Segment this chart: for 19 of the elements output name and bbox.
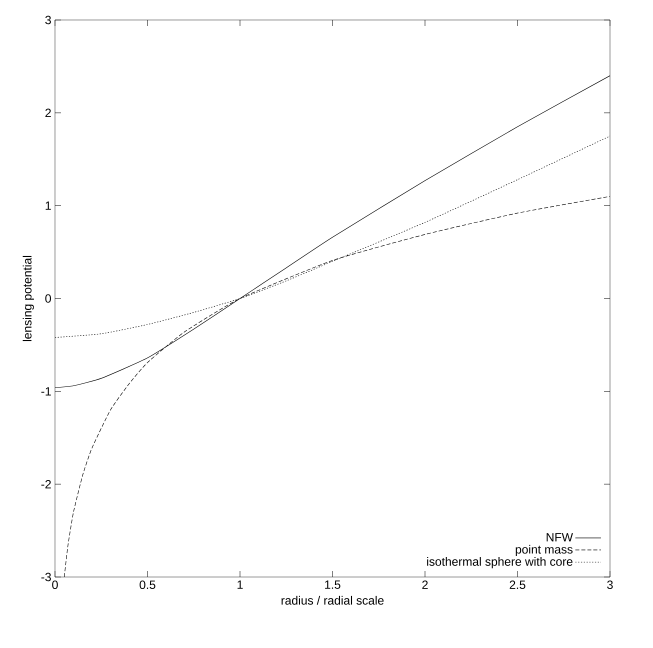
x-tick-label: 3 [607, 580, 613, 590]
x-tick-label: 2.5 [510, 580, 526, 590]
x-tick-label: 1.5 [325, 580, 340, 589]
y-tick-label: 2 [45, 108, 51, 118]
y-tick-label: -1 [41, 387, 51, 396]
legend-label: NFW [546, 533, 573, 542]
y-tick-label: -3 [41, 572, 51, 582]
y-tick-label: -2 [41, 480, 51, 488]
x-tick-label: 0.5 [140, 580, 156, 590]
y-axis-title: lensing potential [22, 256, 34, 342]
y-tick-label: 0 [45, 294, 52, 303]
x-axis-title: radius / radial scale [282, 596, 384, 605]
y-tick-label: 1 [46, 202, 51, 210]
legend-label: isothermal sphere with core [427, 557, 572, 568]
x-tick-label: 1 [238, 580, 243, 589]
x-tick-label: 0 [52, 580, 58, 590]
x-tick-label: 2 [422, 580, 428, 589]
y-tick-label: 3 [45, 16, 51, 24]
legend-label: point mass [516, 544, 573, 556]
